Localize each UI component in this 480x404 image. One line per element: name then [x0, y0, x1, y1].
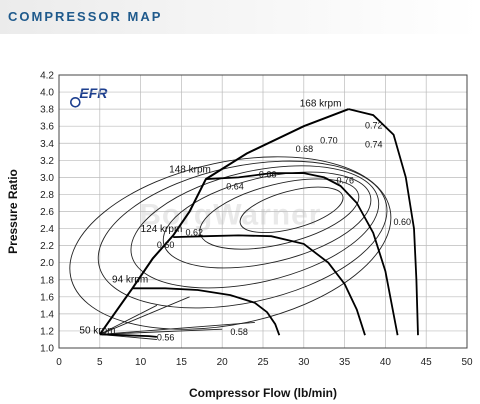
y-tick-label: 2.0 — [40, 258, 54, 269]
y-tick-label: 1.0 — [40, 344, 54, 355]
efficiency-label: 0.74 — [365, 140, 383, 150]
y-tick-label: 3.4 — [40, 139, 54, 150]
y-tick-label: 2.6 — [40, 207, 54, 218]
x-tick-label: 25 — [257, 357, 269, 368]
efficiency-label: 0.60 — [394, 217, 412, 227]
speed-line — [132, 287, 281, 336]
x-tick-label: 50 — [461, 357, 473, 368]
efficiency-label: 0.68 — [296, 144, 314, 154]
x-tick-label: 10 — [135, 357, 147, 368]
efficiency-contour — [99, 328, 223, 335]
speed-line-label: 168 krpm — [300, 99, 342, 110]
chart-header-title: COMPRESSOR MAP — [8, 9, 163, 24]
x-axis-label: Compressor Flow (lb/min) — [189, 386, 337, 400]
x-tick-label: 20 — [217, 357, 229, 368]
efficiency-contour — [99, 304, 158, 335]
efficiency-label: 0.66 — [259, 169, 277, 179]
y-tick-label: 3.2 — [40, 156, 54, 167]
efr-logo-text: EFR — [79, 85, 108, 101]
speed-line — [173, 234, 366, 336]
x-tick-label: 35 — [339, 357, 351, 368]
y-tick-label: 2.2 — [40, 241, 54, 252]
efr-logo-icon — [70, 97, 81, 108]
y-tick-label: 3.6 — [40, 122, 54, 133]
y-tick-label: 1.2 — [40, 326, 54, 337]
y-tick-label: 2.8 — [40, 190, 54, 201]
surge-line — [98, 108, 350, 335]
plot-border — [58, 74, 468, 349]
y-tick-label: 2.4 — [40, 224, 54, 235]
efficiency-contour — [69, 156, 392, 330]
y-axis-label: Pressure Ratio — [6, 169, 20, 254]
speed-line — [348, 108, 419, 336]
efficiency-label: 0.60 — [157, 240, 175, 250]
speed-line — [99, 333, 157, 338]
efficiency-contour — [130, 165, 380, 289]
speed-line-label: 50 krpm — [79, 325, 115, 336]
y-tick-label: 4.0 — [40, 88, 54, 99]
efficiency-contour — [239, 186, 344, 233]
speed-line-label: 124 krpm — [141, 224, 183, 235]
watermark-text: BorgWarner — [139, 198, 321, 231]
efficiency-label: 0.70 — [320, 135, 338, 145]
y-tick-label: 1.6 — [40, 292, 54, 303]
efficiency-contour — [162, 171, 372, 269]
efficiency-label: 0.58 — [230, 327, 248, 337]
speed-line-label: 94 krpm — [112, 274, 148, 285]
speed-line-label: 148 krpm — [169, 164, 211, 175]
y-tick-label: 1.8 — [40, 275, 54, 286]
efficiency-label: 0.76 — [336, 175, 354, 185]
x-tick-label: 0 — [56, 357, 62, 368]
efficiency-label: 0.72 — [365, 121, 383, 131]
efficiency-contour — [99, 296, 190, 335]
y-tick-label: 3.0 — [40, 173, 54, 184]
efficiency-contour — [97, 160, 388, 309]
speed-line — [205, 172, 399, 336]
y-tick-label: 1.4 — [40, 309, 54, 320]
chart-header: COMPRESSOR MAP — [0, 0, 480, 34]
efficiency-label: 0.64 — [226, 181, 244, 191]
y-tick-label: 3.8 — [40, 105, 54, 116]
x-tick-label: 30 — [298, 357, 310, 368]
x-tick-label: 15 — [176, 357, 188, 368]
x-tick-label: 40 — [380, 357, 392, 368]
y-tick-label: 4.2 — [40, 71, 54, 82]
efficiency-contour — [99, 321, 255, 335]
efficiency-contour — [199, 178, 360, 250]
x-tick-label: 5 — [97, 357, 103, 368]
efficiency-label: 0.56 — [157, 332, 175, 342]
x-tick-label: 45 — [421, 357, 433, 368]
efficiency-label: 0.62 — [185, 227, 203, 237]
